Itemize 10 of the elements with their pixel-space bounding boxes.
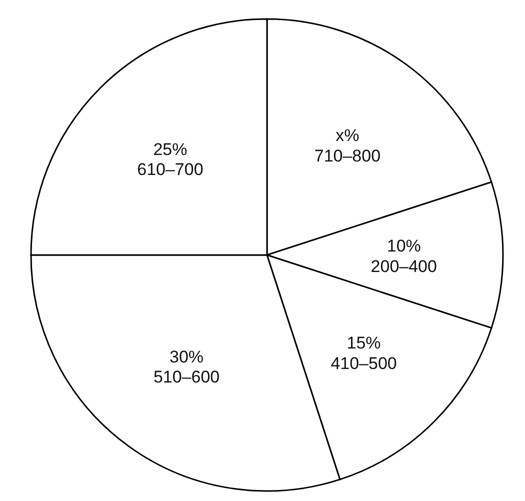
slice-label: 510–600 bbox=[153, 368, 220, 387]
data-label: 15% bbox=[346, 333, 381, 352]
data-label: 30% bbox=[170, 347, 204, 366]
slice-label: 610–700 bbox=[137, 160, 204, 180]
slice-label: 710–800 bbox=[314, 146, 381, 166]
data-label: x% bbox=[336, 126, 360, 145]
slice-label: 200–400 bbox=[370, 257, 437, 276]
data-label: 25% bbox=[153, 140, 188, 159]
slice-label: 410–500 bbox=[330, 354, 397, 373]
data-label: 10% bbox=[386, 236, 421, 256]
